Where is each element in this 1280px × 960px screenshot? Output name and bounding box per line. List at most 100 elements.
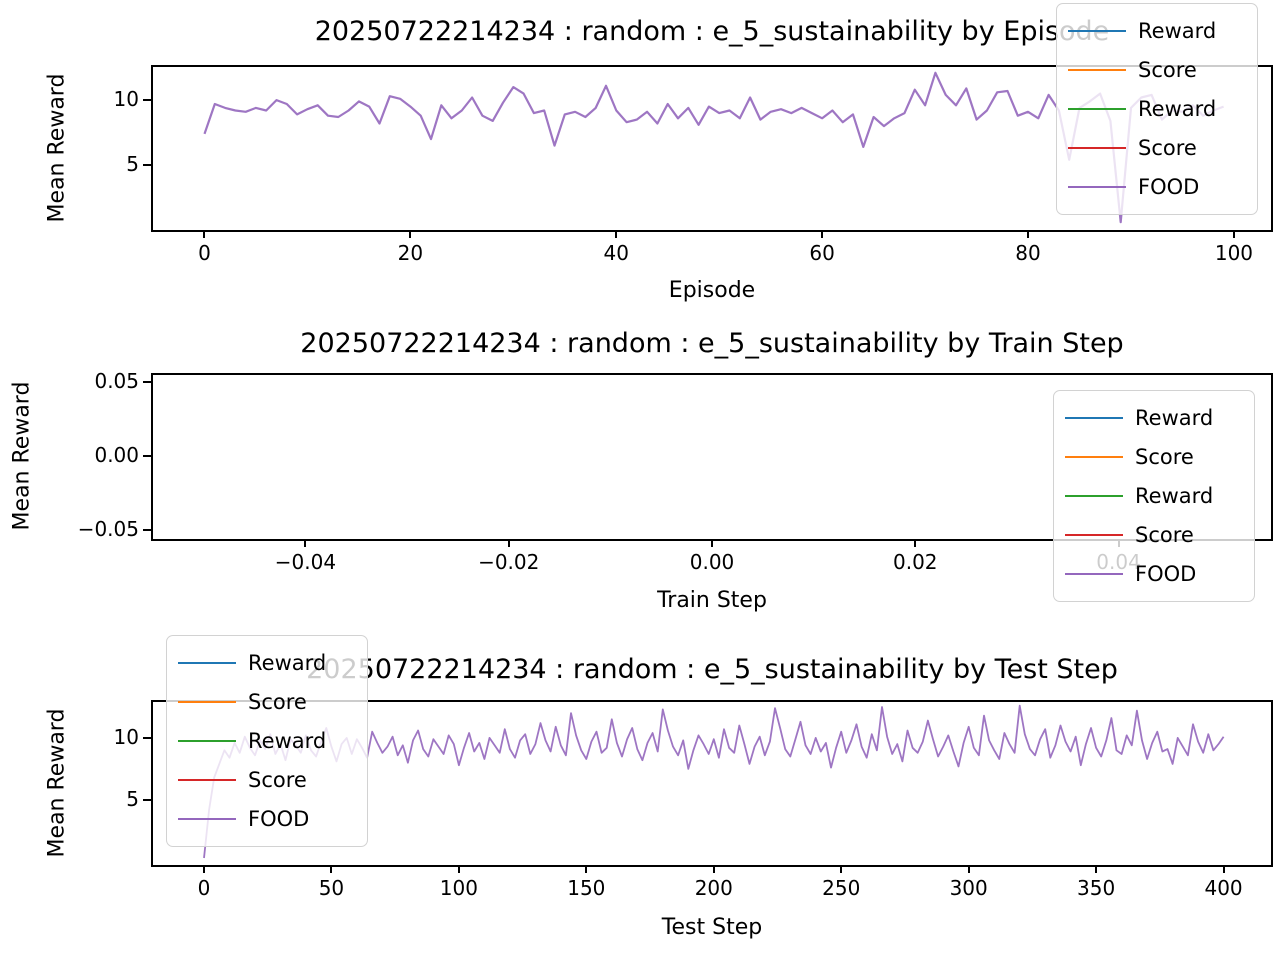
legend-entry: Reward: [167, 722, 367, 760]
x-tick-mark: [712, 865, 715, 873]
legend-line-swatch: [1065, 494, 1123, 497]
x-tick-mark: [967, 865, 970, 873]
x-tick-label: 50: [318, 876, 345, 900]
x-tick-label: 80: [1015, 241, 1041, 265]
x-tick-mark: [711, 539, 713, 547]
legend-line-swatch: [1065, 573, 1123, 576]
y-tick-label: 0.05: [94, 369, 139, 394]
data-line-layer: [203, 704, 1225, 859]
legend-entry: FOOD: [1057, 168, 1257, 206]
x-tick-label: 40: [603, 241, 629, 265]
x-tick-label: −0.02: [478, 550, 540, 574]
x-tick-label: 400: [1204, 876, 1243, 900]
legend-entry-label: Reward: [1138, 18, 1217, 43]
legend-line-swatch: [1065, 534, 1123, 537]
x-tick-mark: [507, 539, 510, 547]
x-tick-label: 20: [397, 241, 424, 265]
x-tick-mark: [585, 865, 588, 873]
legend-entry-label: Reward: [248, 650, 327, 675]
legend-entry: Score: [167, 683, 367, 721]
legend-entry-label: Score: [248, 768, 307, 793]
legend-entry: Score: [1057, 129, 1257, 167]
chart-title-episode: 20250722214234 : random : e_5_sustainabi…: [314, 16, 1110, 47]
legend-entry-label: Reward: [1138, 96, 1217, 121]
legend-line-swatch: [178, 739, 236, 742]
x-tick-label: 150: [567, 876, 606, 900]
y-tick-mark: [143, 99, 151, 102]
y-tick-label: 5: [126, 152, 139, 177]
legend-entry: Score: [167, 761, 367, 799]
y-tick-label: 5: [126, 786, 139, 811]
legend-entry-label: FOOD: [1135, 562, 1197, 587]
legend-line-swatch: [1065, 416, 1123, 419]
y-tick-mark: [143, 455, 151, 457]
x-tick-mark: [202, 865, 205, 873]
y-tick-label: 10: [113, 87, 139, 112]
y-tick-mark: [143, 736, 151, 739]
x-tick-label: 100: [439, 876, 478, 900]
x-tick-label: 100: [1214, 241, 1254, 265]
legend-entry-label: FOOD: [1138, 175, 1200, 200]
y-tick-mark: [143, 164, 151, 167]
legend-entry: Reward: [167, 644, 367, 682]
x-tick-mark: [840, 865, 843, 873]
legend-entry: Score: [1054, 438, 1254, 476]
legend-train: Reward Score Reward Score FOOD: [1053, 390, 1255, 602]
legend-entry: Reward: [1054, 477, 1254, 515]
legend-line-swatch: [1068, 29, 1126, 32]
legend-line-swatch: [1065, 455, 1123, 458]
x-axis-label-episode: Episode: [668, 278, 756, 303]
legend-entry-label: Reward: [248, 728, 327, 753]
x-tick-label: 350: [1077, 876, 1116, 900]
legend-entry-label: Score: [1135, 523, 1194, 548]
legend-entry: FOOD: [167, 800, 367, 838]
series-line-food: [203, 71, 1224, 224]
legend-entry: Score: [1057, 51, 1257, 89]
legend-entry-label: FOOD: [248, 807, 310, 832]
x-tick-mark: [821, 230, 824, 238]
x-tick-mark: [615, 230, 618, 238]
x-tick-label: 60: [809, 241, 835, 265]
legend-line-swatch: [1068, 107, 1126, 110]
legend-entry-label: Reward: [1135, 483, 1214, 508]
x-tick-label: 300: [949, 876, 988, 900]
x-tick-label: 0: [197, 876, 211, 900]
legend-entry-label: Reward: [1135, 405, 1214, 430]
legend-line-swatch: [178, 661, 236, 664]
x-tick-mark: [304, 539, 307, 547]
legend-entry: Reward: [1057, 90, 1257, 128]
legend-entry: Reward: [1057, 12, 1257, 50]
legend-entry: FOOD: [1054, 555, 1254, 593]
x-axis-label-train: Train Step: [657, 588, 767, 613]
plot-area-test: [151, 700, 1273, 867]
legend-entry-label: Score: [248, 689, 307, 714]
legend-entry-label: Score: [1138, 136, 1197, 161]
x-tick-label: 0.02: [893, 550, 938, 574]
y-tick-mark: [143, 798, 151, 801]
legend-episode: Reward Score Reward Score FOOD: [1056, 3, 1258, 215]
x-tick-label: 0.00: [689, 550, 735, 574]
plot-area-episode: [151, 65, 1273, 232]
y-tick-mark: [143, 381, 151, 384]
y-tick-label: 0.00: [94, 443, 139, 467]
legend-line-swatch: [1068, 68, 1126, 71]
legend-line-swatch: [178, 779, 236, 782]
x-tick-mark: [1232, 230, 1235, 238]
y-tick-label: −0.05: [77, 516, 139, 541]
data-line-layer: [203, 71, 1224, 224]
y-tick-label: 10: [113, 724, 139, 749]
legend-entry-label: Score: [1138, 57, 1197, 82]
x-tick-label: 200: [694, 876, 733, 900]
x-tick-label: 0: [198, 241, 211, 265]
legend-line-swatch: [1068, 186, 1126, 189]
x-tick-mark: [330, 865, 333, 873]
legend-line-swatch: [178, 700, 236, 703]
legend-line-swatch: [1068, 147, 1126, 150]
legend-line-swatch: [178, 818, 236, 821]
chart-title-test: 20250722214234 : random : e_5_sustainabi…: [306, 654, 1118, 685]
x-tick-mark: [203, 230, 206, 238]
x-tick-mark: [1027, 230, 1030, 238]
x-tick-mark: [457, 865, 460, 873]
x-tick-mark: [1095, 865, 1098, 873]
y-axis-label-train: Mean Reward: [9, 381, 35, 531]
